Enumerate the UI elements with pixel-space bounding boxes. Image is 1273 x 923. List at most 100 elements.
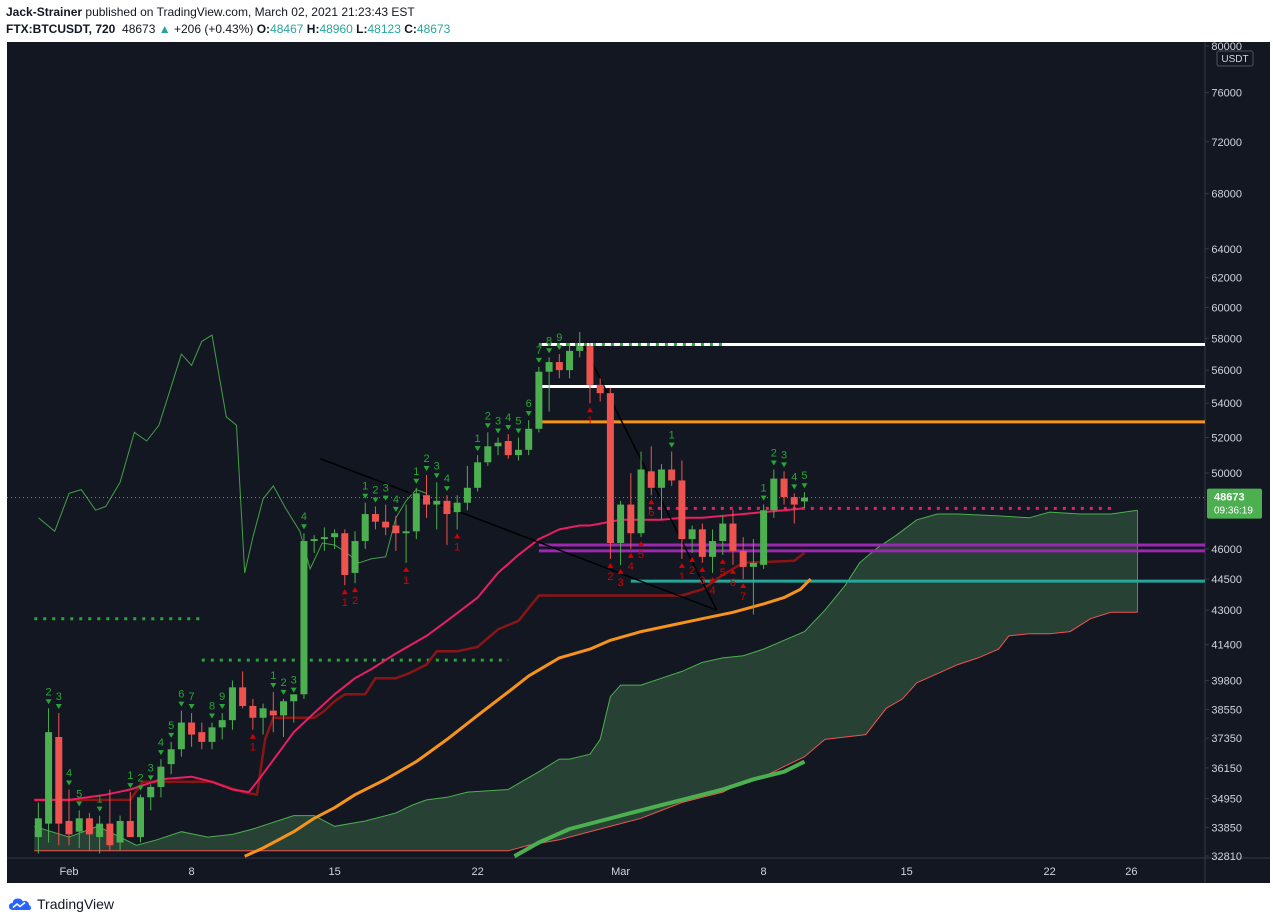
time-tick-8: 26 — [1125, 866, 1137, 878]
ema-orange-line — [244, 577, 812, 858]
td-count-21: 1 — [362, 481, 368, 493]
candle-body-8 — [116, 820, 124, 843]
td-count-15: 1 — [270, 670, 276, 682]
time-tick-6: 15 — [901, 866, 913, 878]
candle-body-3 — [65, 820, 73, 835]
td-arrow-9 — [168, 732, 175, 738]
candle-body-22 — [259, 708, 267, 718]
td-count-37: 7 — [536, 345, 542, 357]
td-arrow-26 — [413, 478, 420, 484]
td-arrow-12 — [209, 713, 216, 719]
currency-label: USDT — [1221, 54, 1248, 65]
candle-body-0 — [34, 818, 42, 838]
change-up-icon: ▲ — [158, 22, 171, 36]
td-arrow-50 — [709, 576, 716, 582]
td-count-24: 4 — [393, 494, 399, 506]
candle-body-21 — [249, 705, 257, 718]
price-tick-6: 60000 — [1211, 302, 1242, 314]
td-arrow-35 — [515, 428, 522, 434]
candle-body-75 — [800, 497, 808, 502]
trend-line-0 — [320, 458, 717, 611]
td-count-58: 5 — [801, 470, 807, 482]
price-tick-14: 43000 — [1211, 605, 1242, 617]
td-count-35: 5 — [515, 415, 521, 427]
td-count-13: 9 — [219, 691, 225, 703]
candle-body-30 — [341, 533, 349, 575]
candle-body-2 — [55, 737, 63, 824]
td-count-55: 2 — [771, 448, 777, 460]
low-value: 48123 — [367, 22, 401, 36]
td-count-28: 3 — [434, 460, 440, 472]
low-label: L: — [356, 22, 368, 36]
candle-body-37 — [412, 493, 420, 532]
candle-body-58 — [627, 504, 635, 534]
candle-body-63 — [678, 480, 686, 540]
td-count-9: 5 — [168, 720, 174, 732]
td-count-39: 9 — [556, 332, 562, 344]
symbol-label[interactable]: FTX:BTCUSDT, 720 — [6, 22, 116, 36]
td-count-45: 6 — [648, 507, 654, 519]
candle-body-67 — [719, 523, 727, 542]
td-arrow-7 — [147, 775, 154, 781]
td-count-42: 3 — [618, 577, 624, 589]
td-arrow-1 — [55, 704, 62, 710]
last-price-value: 48673 — [1214, 492, 1245, 504]
td-count-44: 5 — [638, 549, 644, 561]
td-count-36: 6 — [526, 398, 532, 410]
td-arrow-21 — [362, 493, 369, 499]
td-count-1: 3 — [56, 691, 62, 703]
td-count-10: 6 — [178, 689, 184, 701]
candle-body-9 — [126, 820, 134, 838]
td-count-31: 1 — [475, 433, 481, 445]
td-arrow-33 — [495, 428, 502, 434]
candle-body-10 — [137, 797, 145, 838]
close-value: 48673 — [416, 22, 451, 36]
price-tick-12: 46000 — [1211, 544, 1242, 556]
candle-body-27 — [310, 539, 318, 542]
td-count-25: 1 — [403, 575, 409, 587]
time-tick-1: 8 — [189, 866, 195, 878]
tradingview-logo[interactable]: TradingView — [8, 896, 114, 912]
candle-body-73 — [780, 478, 788, 498]
candle-body-29 — [331, 533, 339, 538]
td-count-11: 7 — [189, 691, 195, 703]
td-arrow-30 — [454, 533, 461, 539]
td-count-26: 1 — [413, 466, 419, 478]
candle-body-33 — [371, 514, 379, 522]
author-name[interactable]: Jack-Strainer — [6, 5, 83, 19]
price-tick-22: 32810 — [1211, 851, 1242, 863]
td-arrow-45 — [648, 499, 655, 505]
candle-body-65 — [698, 529, 706, 557]
candle-body-42 — [463, 487, 471, 503]
td-arrow-36 — [525, 411, 532, 417]
chart-footer: TradingView — [0, 885, 1273, 923]
candle-body-4 — [75, 818, 83, 832]
candle-body-7 — [106, 823, 114, 846]
td-arrow-38 — [546, 348, 553, 354]
td-count-30: 1 — [454, 541, 460, 553]
td-arrow-48 — [689, 556, 696, 562]
td-count-19: 1 — [342, 597, 348, 609]
price-tick-17: 38550 — [1211, 704, 1242, 716]
candle-body-28 — [320, 537, 328, 540]
td-arrow-15 — [270, 682, 277, 688]
price-tick-10: 52000 — [1211, 432, 1242, 444]
td-arrow-31 — [474, 446, 481, 452]
lagging-span — [38, 334, 427, 574]
td-count-53: 7 — [740, 591, 746, 603]
price-tick-21: 33850 — [1211, 823, 1242, 835]
td-count-50: 4 — [709, 585, 715, 597]
td-arrow-42 — [617, 568, 624, 574]
ichimoku-cloud — [34, 510, 1138, 851]
time-axis-area — [7, 858, 1270, 883]
currency-box — [1216, 50, 1254, 67]
td-arrow-53 — [740, 583, 747, 589]
publish-text: published on TradingView.com, March 02, … — [85, 5, 415, 19]
close-label: C: — [404, 22, 417, 36]
td-arrow-43 — [627, 552, 634, 558]
price-tick-13: 44500 — [1211, 574, 1242, 586]
td-count-14: 1 — [250, 742, 256, 754]
td-count-0: 2 — [46, 686, 52, 698]
